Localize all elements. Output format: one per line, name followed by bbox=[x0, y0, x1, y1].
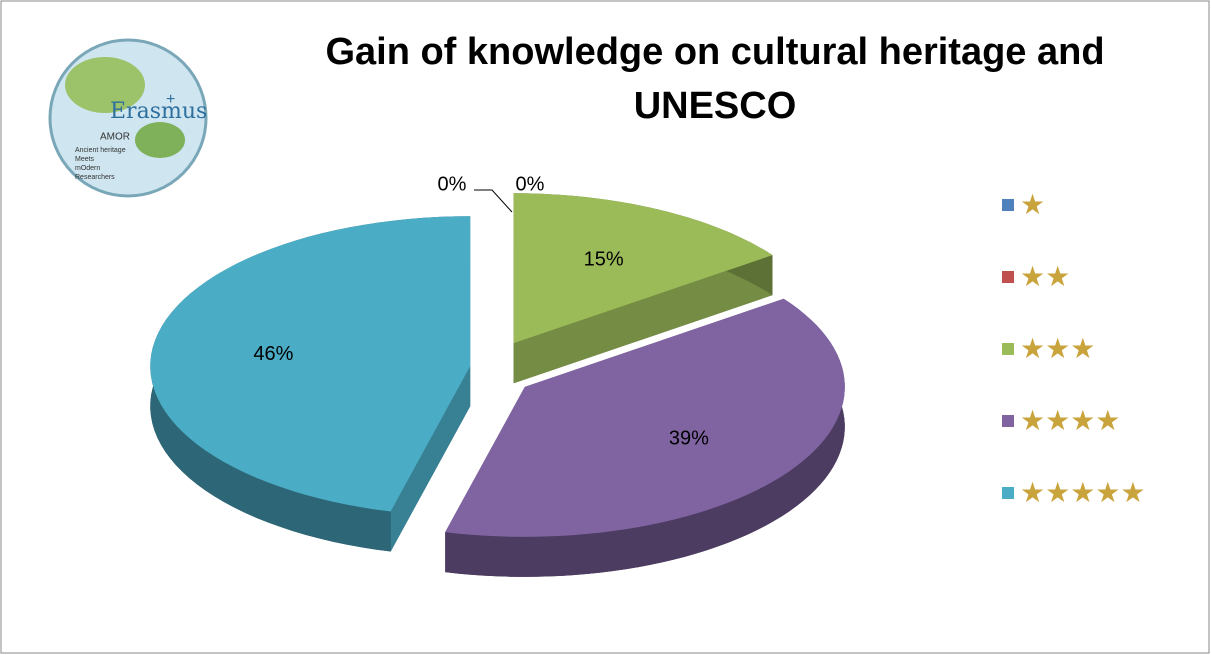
data-label: 0% bbox=[438, 173, 467, 195]
logo-mark: + bbox=[166, 91, 175, 108]
logo-land bbox=[135, 122, 185, 158]
logo-project: AMOR bbox=[100, 132, 130, 143]
logo-land bbox=[65, 57, 145, 113]
slice-wall bbox=[513, 255, 773, 384]
legend-label: ★★ bbox=[1020, 260, 1070, 293]
legend-swatch bbox=[1002, 487, 1014, 499]
legend-label: ★★★ bbox=[1020, 332, 1095, 365]
logo-line: mOdern bbox=[75, 165, 100, 172]
leader-line bbox=[474, 189, 513, 213]
slice bbox=[513, 193, 773, 384]
legend-swatch bbox=[1002, 199, 1014, 211]
title-box: Gain of knowledge on cultural heritage a… bbox=[325, 31, 1105, 127]
logo-line: Researchers bbox=[75, 174, 115, 181]
data-label: 15% bbox=[584, 249, 624, 271]
legend-label: ★★★★ bbox=[1020, 404, 1120, 437]
chart-title: Gain of knowledge on cultural heritage a… bbox=[325, 31, 1105, 127]
legend-label: ★★★★★ bbox=[1020, 476, 1146, 509]
slice bbox=[150, 216, 471, 552]
data-label: 46% bbox=[253, 343, 293, 365]
legend-swatch bbox=[1002, 343, 1014, 355]
data-label: 39% bbox=[669, 427, 709, 449]
legend-swatch bbox=[1002, 415, 1014, 427]
slice-top bbox=[445, 298, 845, 537]
data-label: 0% bbox=[516, 173, 545, 195]
slice-top bbox=[150, 216, 471, 512]
logo-line: Meets bbox=[75, 156, 95, 163]
logo-line: Ancient heritage bbox=[75, 147, 126, 154]
logo: Erasmus + AMOR Ancient heritage Meets mO… bbox=[48, 38, 208, 198]
slice-side bbox=[445, 298, 845, 577]
slice bbox=[445, 298, 845, 577]
slice-top bbox=[513, 193, 773, 344]
logo-name: Erasmus bbox=[110, 99, 207, 124]
legend-label: ★ bbox=[1020, 188, 1045, 221]
legend-swatch bbox=[1002, 271, 1014, 283]
slice-wall bbox=[390, 366, 471, 552]
